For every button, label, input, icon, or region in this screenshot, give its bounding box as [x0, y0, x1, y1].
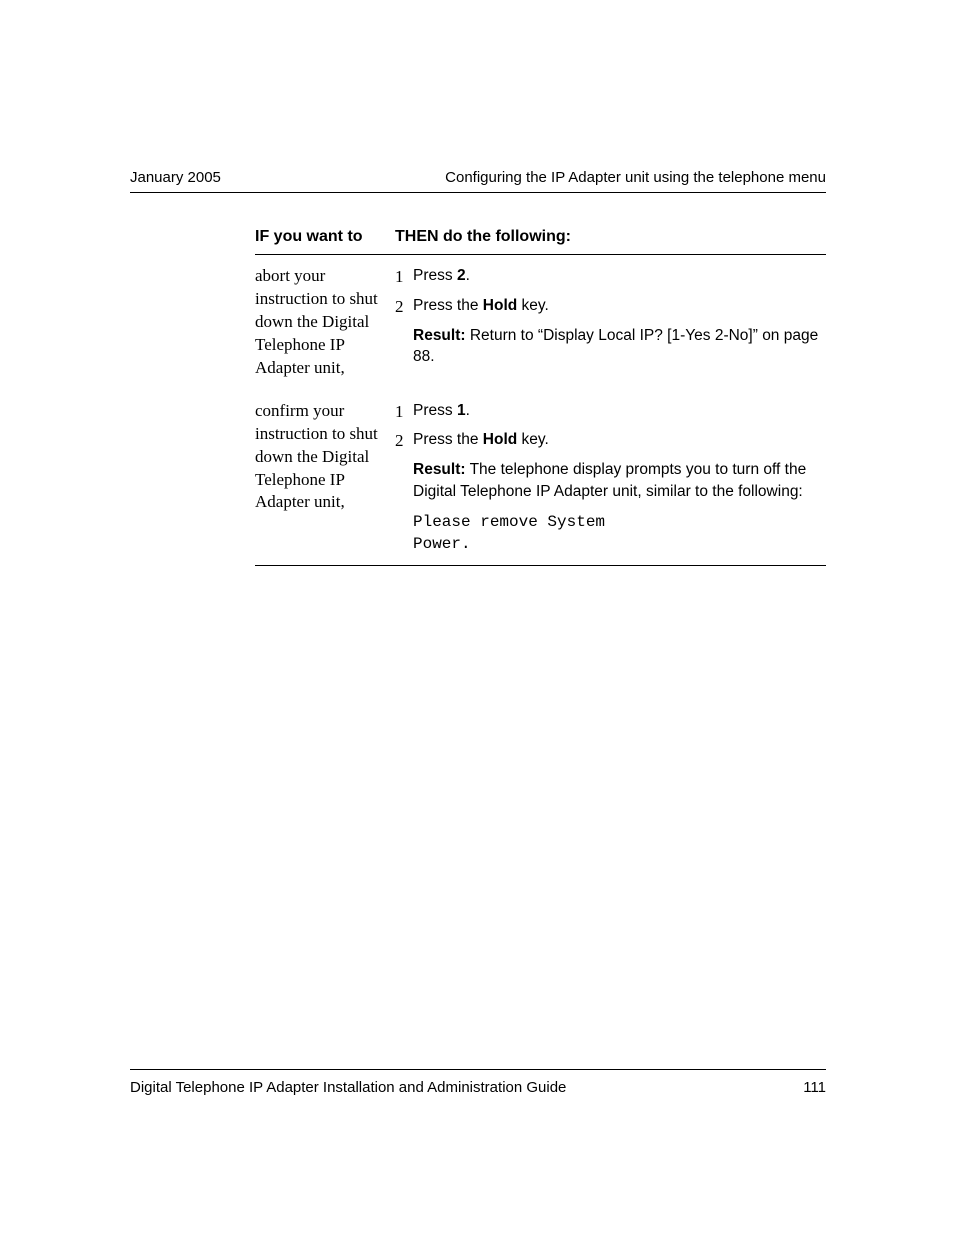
- step-text: Press the Hold key.: [413, 295, 826, 319]
- step-number: 2: [395, 429, 413, 453]
- step-number: 2: [395, 295, 413, 319]
- step-number: 1: [395, 265, 413, 289]
- display-output: Please remove System Power.: [413, 511, 826, 556]
- step-item: 2 Press the Hold key.: [395, 295, 826, 319]
- step-list: 1 Press 2. 2 Press the Hold key.: [395, 265, 826, 319]
- page-footer: Digital Telephone IP Adapter Installatio…: [130, 1079, 826, 1096]
- step-text: Press the Hold key.: [413, 429, 826, 453]
- then-cell: 1 Press 2. 2 Press the Hold key. Result:…: [395, 265, 826, 380]
- table-row: confirm your instruction to shut down th…: [255, 390, 826, 567]
- table-header-then: THEN do the following:: [395, 228, 826, 246]
- step-item: 2 Press the Hold key.: [395, 429, 826, 453]
- step-text: Press 2.: [413, 265, 826, 289]
- step-item: 1 Press 2.: [395, 265, 826, 289]
- footer-rule: [130, 1069, 826, 1070]
- table-row: abort your instruction to shut down the …: [255, 255, 826, 390]
- page-container: January 2005 Configuring the IP Adapter …: [130, 169, 826, 1100]
- page-header: January 2005 Configuring the IP Adapter …: [130, 169, 826, 193]
- footer-title: Digital Telephone IP Adapter Installatio…: [130, 1079, 566, 1096]
- if-cell: abort your instruction to shut down the …: [255, 265, 395, 380]
- then-cell: 1 Press 1. 2 Press the Hold key. Result:…: [395, 400, 826, 556]
- display-line: Please remove System: [413, 511, 826, 533]
- step-number: 1: [395, 400, 413, 424]
- result-text: Result: The telephone display prompts yo…: [413, 459, 826, 502]
- table-header-row: IF you want to THEN do the following:: [255, 228, 826, 255]
- header-date: January 2005: [130, 169, 221, 186]
- display-line: Power.: [413, 533, 826, 555]
- step-text: Press 1.: [413, 400, 826, 424]
- content-area: IF you want to THEN do the following: ab…: [255, 228, 826, 566]
- step-item: 1 Press 1.: [395, 400, 826, 424]
- table-header-if: IF you want to: [255, 228, 395, 246]
- footer-page-number: 111: [803, 1079, 826, 1096]
- result-text: Result: Return to “Display Local IP? [1-…: [413, 325, 826, 368]
- step-list: 1 Press 1. 2 Press the Hold key.: [395, 400, 826, 454]
- if-cell: confirm your instruction to shut down th…: [255, 400, 395, 556]
- header-section-title: Configuring the IP Adapter unit using th…: [445, 169, 826, 186]
